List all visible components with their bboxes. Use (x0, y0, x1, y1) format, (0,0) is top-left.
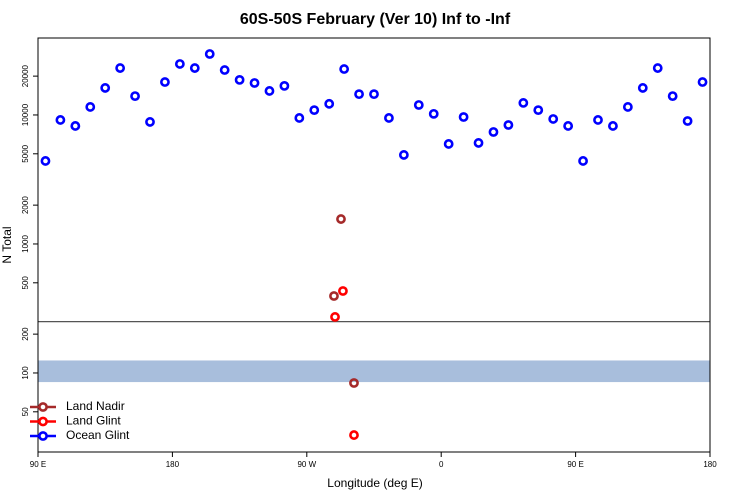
point (55, 115, 66, 125)
x-tick-label: 180 (166, 460, 180, 469)
legend-label: Land Glint (66, 414, 121, 428)
point (174, 59, 185, 69)
point (593, 115, 603, 125)
point (518, 98, 529, 108)
point (428, 108, 439, 119)
x-tick-label: 90 E (567, 460, 583, 469)
y-tick-label: 1000 (21, 235, 30, 253)
point (264, 86, 275, 96)
point (488, 127, 499, 137)
point (398, 150, 409, 160)
point (336, 214, 346, 224)
y-tick-label: 500 (21, 276, 30, 290)
point (473, 138, 484, 148)
point (682, 116, 693, 126)
point (413, 100, 424, 110)
y-tick-label: 100 (21, 366, 30, 380)
point (349, 430, 359, 440)
point (324, 98, 335, 109)
point (100, 83, 111, 93)
point (667, 91, 678, 102)
band (38, 360, 710, 383)
point (563, 121, 574, 131)
point (652, 63, 663, 73)
point (294, 113, 305, 123)
point (70, 121, 81, 131)
point (369, 89, 379, 100)
legend-marker (38, 402, 48, 412)
point (533, 105, 544, 116)
point (622, 102, 633, 112)
y-axis-label: N Total (0, 226, 14, 263)
point (115, 63, 126, 73)
x-tick-label: 90 E (30, 460, 46, 469)
point (349, 378, 359, 388)
x-tick-label: 0 (439, 460, 444, 469)
point (160, 77, 170, 87)
y-tick-label: 10000 (21, 103, 30, 126)
point (384, 113, 394, 123)
y-tick-label: 200 (21, 327, 30, 341)
point (458, 112, 469, 122)
legend-label: Land Nadir (66, 399, 125, 413)
point (443, 139, 454, 149)
point (503, 120, 514, 130)
legend-marker (38, 416, 48, 427)
legend-label: Ocean Glint (66, 428, 130, 442)
point (189, 63, 200, 73)
y-tick-label: 5000 (21, 144, 30, 162)
point (697, 77, 708, 87)
legend-marker (38, 431, 48, 441)
x-axis-label: Longitude (deg E) (327, 476, 422, 490)
point (608, 121, 618, 131)
point (85, 102, 96, 112)
point (329, 291, 339, 301)
y-tick-label: 2000 (21, 196, 30, 214)
point (234, 74, 245, 85)
point (330, 312, 340, 322)
chart-title: 60S-50S February (Ver 10) Inf to -Inf (240, 11, 511, 28)
point (145, 117, 155, 127)
point (219, 65, 230, 75)
x-tick-label: 90 W (297, 460, 316, 469)
x-tick-label: 180 (703, 460, 717, 469)
plot-frame (37, 37, 711, 453)
y-tick-label: 50 (21, 407, 30, 416)
point (40, 156, 51, 166)
point (578, 156, 588, 166)
y-tick-label: 20000 (21, 64, 30, 87)
point (354, 89, 364, 100)
point (279, 80, 290, 91)
point (204, 49, 215, 59)
point (339, 64, 350, 74)
point (309, 105, 320, 116)
point (249, 78, 260, 88)
point (548, 114, 559, 124)
point (130, 91, 140, 102)
point (637, 83, 648, 93)
point (338, 286, 348, 296)
